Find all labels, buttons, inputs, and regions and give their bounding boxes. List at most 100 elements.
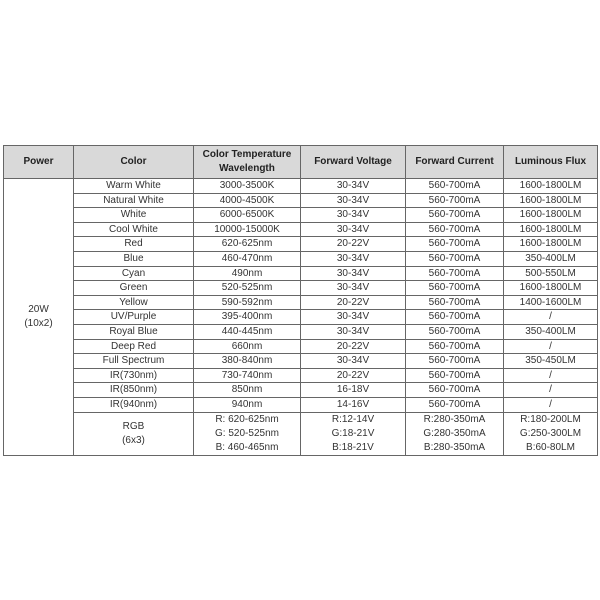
table-row: Royal Blue 440-445nm 30-34V 560-700mA 350-40… bbox=[4, 323, 598, 340]
voltage-cell: 30-34V bbox=[300, 323, 406, 340]
wavelength-cell: 940nm bbox=[193, 396, 301, 413]
current-cell: 560-700mA bbox=[405, 309, 504, 325]
current-cell: 560-700mA bbox=[405, 323, 504, 340]
color-cell: IR(730nm) bbox=[73, 367, 194, 384]
color-cell: Royal Blue bbox=[73, 323, 194, 340]
table-row-rgb: RGB (6x3) R: 620-625nm G: 520-525nm B: 460-4… bbox=[4, 411, 598, 456]
color-cell: Blue bbox=[73, 250, 194, 267]
wavelength-cell: 520-525nm bbox=[193, 280, 301, 296]
color-cell: Natural White bbox=[73, 192, 194, 209]
flux-line: B:60-80LM bbox=[526, 441, 575, 453]
color-cell: Red bbox=[73, 236, 194, 252]
table-row: Natural White 4000-4500K 30-34V 560-700mA 16… bbox=[4, 192, 598, 209]
wavelength-cell: 3000-3500K bbox=[193, 178, 301, 194]
flux-cell: 1600-1800LM bbox=[503, 192, 598, 209]
flux-cell: / bbox=[503, 382, 598, 398]
color-cell: Green bbox=[73, 280, 194, 296]
current-line: G:280-350mA bbox=[423, 427, 486, 439]
voltage-cell: 30-34V bbox=[300, 280, 406, 296]
wavelength-line: B: 460-465nm bbox=[215, 441, 279, 453]
table-row: Green 520-525nm 30-34V 560-700mA 1600-1800LM bbox=[4, 280, 598, 296]
wavelength-cell: R: 620-625nm G: 520-525nm B: 460-465nm bbox=[193, 411, 301, 456]
current-cell: 560-700mA bbox=[405, 178, 504, 194]
wavelength-cell: 460-470nm bbox=[193, 250, 301, 267]
voltage-cell: 30-34V bbox=[300, 178, 406, 194]
table-row: UV/Purple 395-400nm 30-34V 560-700mA / bbox=[4, 309, 598, 325]
color-cell: RGB (6x3) bbox=[73, 411, 194, 456]
wavelength-line: R: 620-625nm bbox=[215, 413, 279, 425]
table-row: Cyan 490nm 30-34V 560-700mA 500-550LM bbox=[4, 265, 598, 282]
flux-cell: 1600-1800LM bbox=[503, 280, 598, 296]
header-wavelength: Color Temperature Wavelength bbox=[193, 145, 301, 179]
flux-cell: / bbox=[503, 309, 598, 325]
voltage-cell: 20-22V bbox=[300, 367, 406, 384]
current-cell: 560-700mA bbox=[405, 221, 504, 238]
header-voltage: Forward Voltage bbox=[300, 145, 406, 179]
color-cell: IR(940nm) bbox=[73, 396, 194, 413]
color-cell: Warm White bbox=[73, 178, 194, 194]
color-cell: Yellow bbox=[73, 294, 194, 311]
table-row: 20W (10x2) Warm White 3000-3500K 30-34V 560-7… bbox=[3, 178, 598, 456]
flux-cell: / bbox=[503, 396, 598, 413]
voltage-cell: 16-18V bbox=[300, 382, 406, 398]
voltage-cell: 30-34V bbox=[300, 265, 406, 282]
voltage-cell: 30-34V bbox=[300, 353, 406, 369]
table-row: Red 620-625nm 20-22V 560-700mA 1600-1800LM bbox=[4, 236, 598, 252]
color-cell: Deep Red bbox=[73, 338, 194, 355]
voltage-cell: 30-34V bbox=[300, 221, 406, 238]
current-line: R:280-350mA bbox=[423, 413, 486, 425]
current-cell: 560-700mA bbox=[405, 338, 504, 355]
current-cell: 560-700mA bbox=[405, 396, 504, 413]
wavelength-cell: 440-445nm bbox=[193, 323, 301, 340]
table-row: IR(730nm) 730-740nm 20-22V 560-700mA / bbox=[4, 367, 598, 384]
header-color: Color bbox=[73, 145, 194, 179]
wavelength-cell: 490nm bbox=[193, 265, 301, 282]
voltage-cell: R:12-14V G:18-21V B:18-21V bbox=[300, 411, 406, 456]
table-row: White 6000-6500K 30-34V 560-700mA 1600-1800L… bbox=[4, 207, 598, 223]
wavelength-cell: 10000-15000K bbox=[193, 221, 301, 238]
wavelength-cell: 380-840nm bbox=[193, 353, 301, 369]
current-cell: 560-700mA bbox=[405, 353, 504, 369]
flux-line: G:250-300LM bbox=[519, 427, 582, 439]
flux-cell: / bbox=[503, 367, 598, 384]
color-cell: IR(850nm) bbox=[73, 382, 194, 398]
current-cell: 560-700mA bbox=[405, 294, 504, 311]
header-current: Forward Current bbox=[405, 145, 504, 179]
wavelength-cell: 590-592nm bbox=[193, 294, 301, 311]
wavelength-cell: 620-625nm bbox=[193, 236, 301, 252]
voltage-cell: 20-22V bbox=[300, 294, 406, 311]
flux-cell: / bbox=[503, 338, 598, 355]
color-cell: UV/Purple bbox=[73, 309, 194, 325]
wavelength-line: G: 520-525nm bbox=[215, 427, 279, 439]
flux-cell: 500-550LM bbox=[503, 265, 598, 282]
voltage-line: G:18-21V bbox=[331, 427, 375, 439]
color-cell: Cool White bbox=[73, 221, 194, 238]
current-line: B:280-350mA bbox=[423, 441, 486, 453]
voltage-line: B:18-21V bbox=[332, 441, 374, 453]
flux-cell: 1600-1800LM bbox=[503, 236, 598, 252]
voltage-cell: 14-16V bbox=[300, 396, 406, 413]
flux-cell: R:180-200LM G:250-300LM B:60-80LM bbox=[503, 411, 598, 456]
led-spec-table: Power Color Color Temperature Wavelength… bbox=[3, 145, 598, 456]
table-row: Yellow 590-592nm 20-22V 560-700mA 1400-1600L… bbox=[4, 294, 598, 311]
voltage-cell: 30-34V bbox=[300, 192, 406, 209]
wavelength-cell: 730-740nm bbox=[193, 367, 301, 384]
color-cell: Cyan bbox=[73, 265, 194, 282]
voltage-cell: 30-34V bbox=[300, 309, 406, 325]
voltage-line: R:12-14V bbox=[331, 413, 375, 425]
header-flux: Luminous Flux bbox=[503, 145, 598, 179]
voltage-cell: 30-34V bbox=[300, 250, 406, 267]
power-cell: 20W (10x2) bbox=[3, 178, 74, 456]
current-cell: 560-700mA bbox=[405, 265, 504, 282]
table-row: Deep Red 660nm 20-22V 560-700mA / bbox=[4, 338, 598, 355]
current-cell: 560-700mA bbox=[405, 367, 504, 384]
flux-line: R:180-200LM bbox=[520, 413, 581, 425]
table-row: IR(850nm) 850nm 16-18V 560-700mA / bbox=[4, 382, 598, 398]
color-line: (6x3) bbox=[122, 434, 145, 446]
flux-cell: 350-400LM bbox=[503, 323, 598, 340]
current-cell: R:280-350mA G:280-350mA B:280-350mA bbox=[405, 411, 504, 456]
flux-cell: 1600-1800LM bbox=[503, 178, 598, 194]
wavelength-cell: 395-400nm bbox=[193, 309, 301, 325]
power-text: (10x2) bbox=[24, 317, 53, 329]
table-row: Cool White 10000-15000K 30-34V 560-700mA 160… bbox=[4, 221, 598, 238]
